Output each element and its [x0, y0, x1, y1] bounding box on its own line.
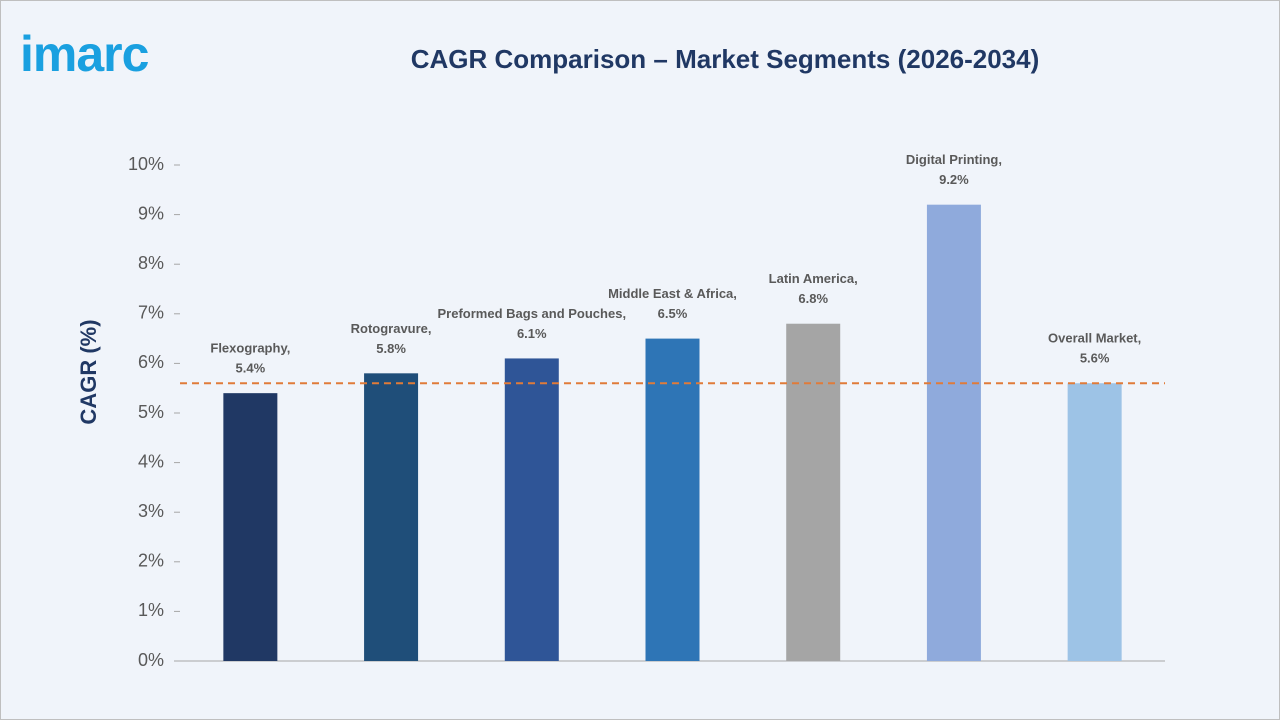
data-label-value: 6.5% — [658, 306, 688, 321]
bar — [504, 358, 559, 661]
y-tick-label: 4% — [138, 451, 164, 471]
y-tick-label: 6% — [138, 352, 164, 372]
y-tick-label: 8% — [138, 253, 164, 273]
bar — [645, 338, 700, 661]
data-label-value: 9.2% — [939, 172, 969, 187]
bar — [926, 204, 981, 661]
y-axis-label: CAGR (%) — [76, 319, 101, 424]
data-label-name: Overall Market, — [1048, 331, 1141, 346]
y-tick-label: 10% — [128, 154, 164, 174]
y-tick-label: 1% — [138, 600, 164, 620]
data-label-value: 6.8% — [798, 291, 828, 306]
chart-title: CAGR Comparison – Market Segments (2026-… — [411, 44, 1040, 74]
y-tick-label: 7% — [138, 303, 164, 323]
bar — [786, 323, 841, 661]
data-label-value: 5.8% — [376, 341, 406, 356]
data-label-name: Latin America, — [769, 271, 858, 286]
bar — [364, 373, 419, 661]
data-label-name: Preformed Bags and Pouches, — [438, 306, 627, 321]
y-tick-label: 0% — [138, 650, 164, 670]
bar — [1067, 383, 1122, 661]
data-label-value: 5.4% — [236, 361, 266, 376]
data-label-name: Digital Printing, — [906, 152, 1002, 167]
data-label-name: Rotogravure, — [351, 321, 432, 336]
data-label-value: 5.6% — [1080, 351, 1110, 366]
y-tick-label: 9% — [138, 203, 164, 223]
logo: imarc — [20, 26, 149, 82]
y-tick-label: 2% — [138, 551, 164, 571]
y-tick-label: 5% — [138, 402, 164, 422]
data-label-name: Middle East & Africa, — [608, 286, 737, 301]
data-label-value: 6.1% — [517, 326, 547, 341]
y-tick-label: 3% — [138, 501, 164, 521]
bar — [223, 393, 278, 661]
data-label-name: Flexography, — [210, 341, 290, 356]
